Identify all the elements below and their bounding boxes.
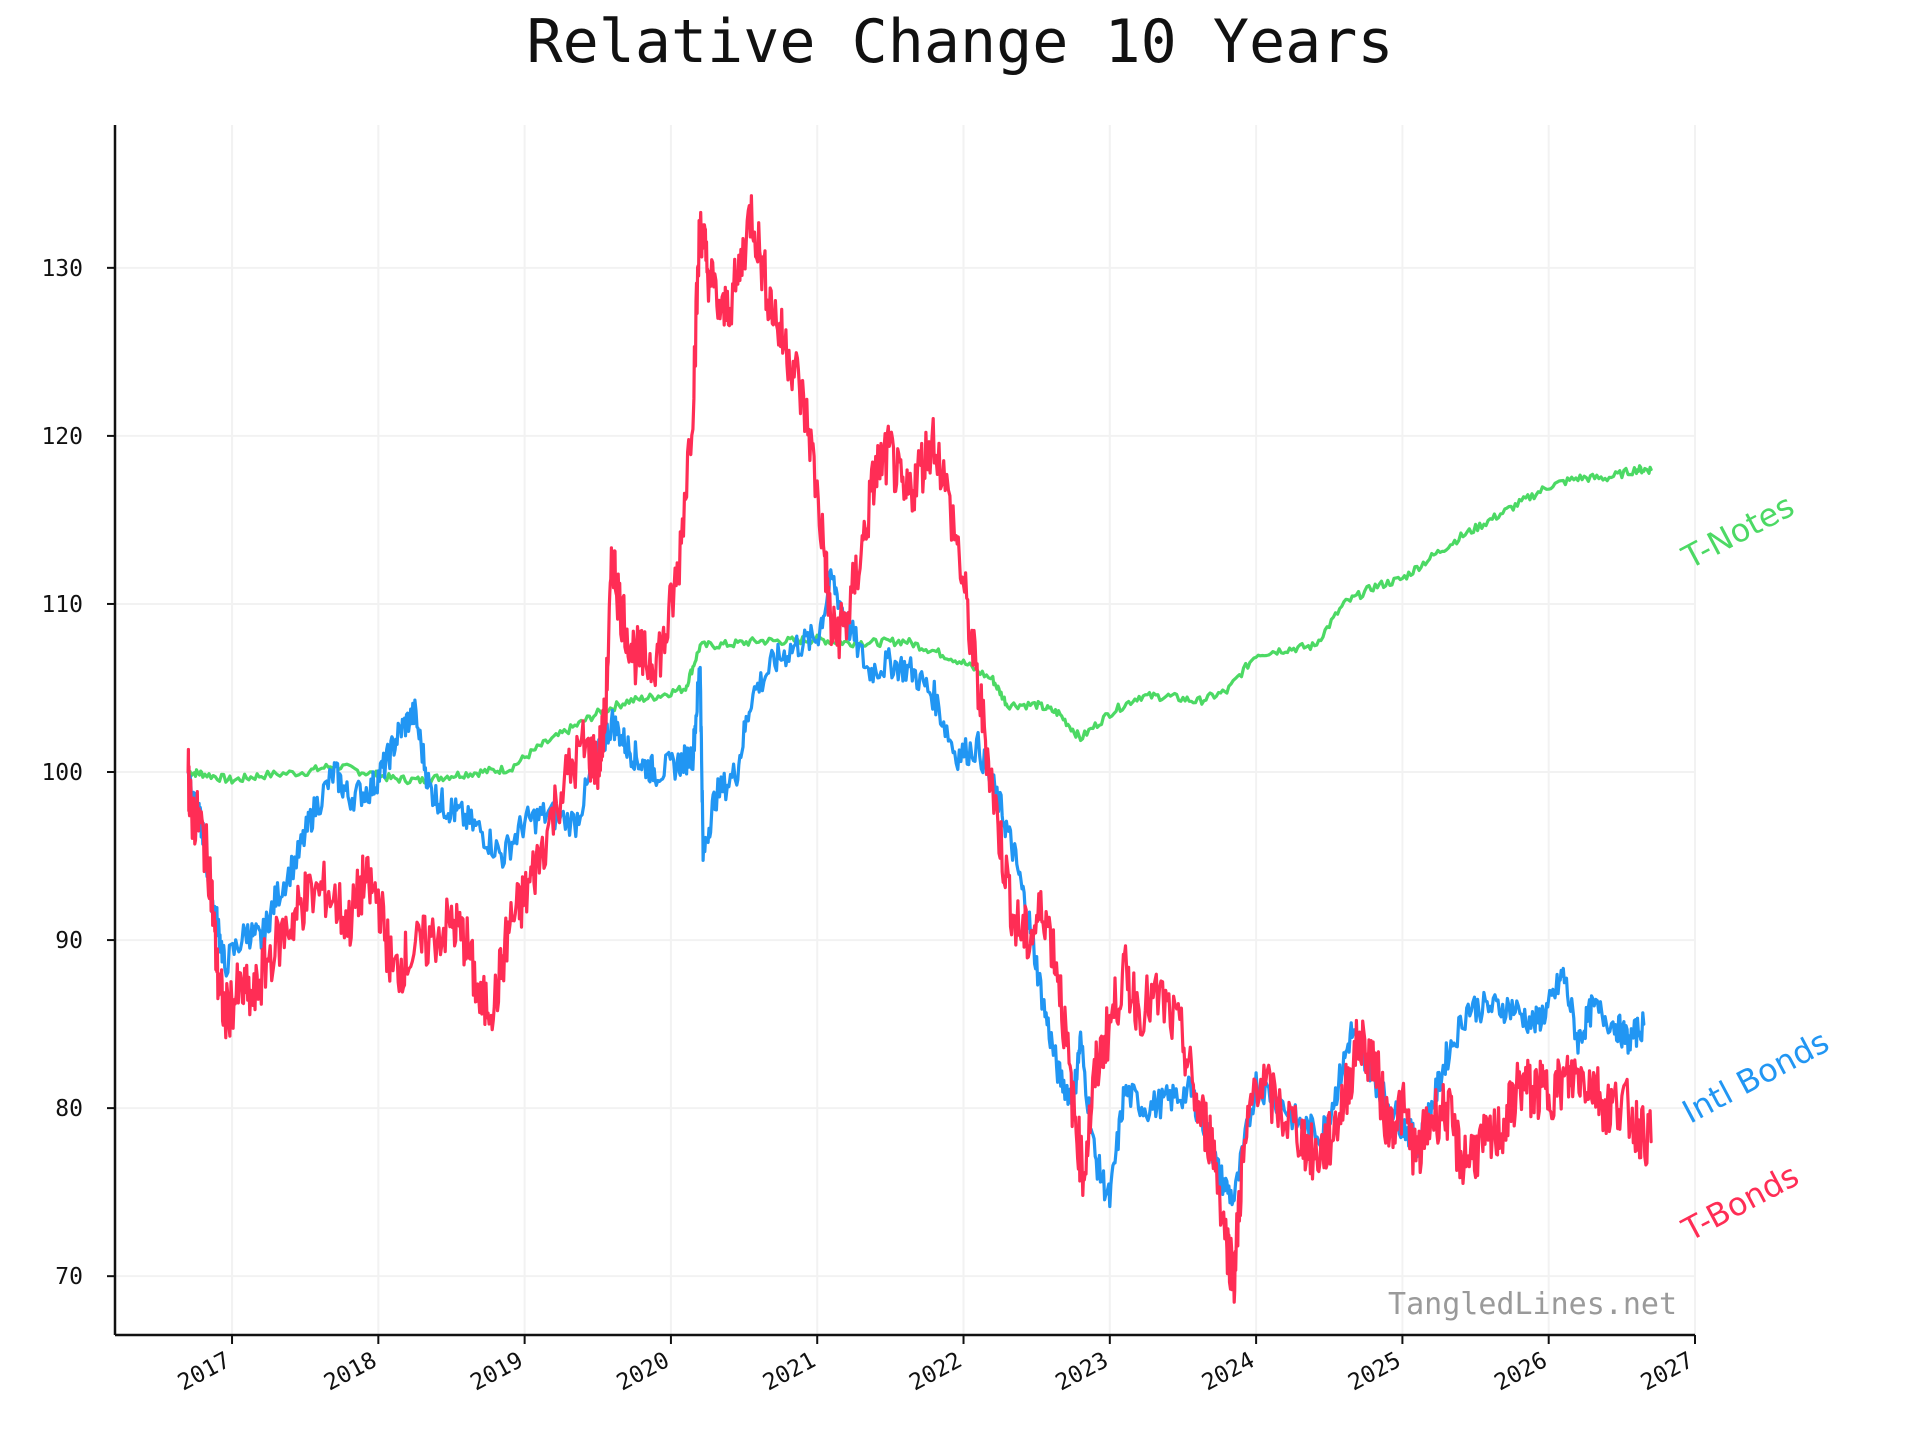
x-tick-label: 2022 <box>905 1347 966 1396</box>
x-tick-label: 2025 <box>1344 1347 1405 1396</box>
x-tick-label: 2027 <box>1637 1347 1698 1396</box>
series-lines <box>186 194 1653 1304</box>
series-line-t-bonds <box>186 194 1653 1304</box>
watermark: TangledLines.net <box>1388 1287 1677 1322</box>
y-tick-label: 120 <box>41 424 83 450</box>
y-tick-label: 130 <box>41 256 83 282</box>
x-tick-label: 2026 <box>1490 1347 1551 1396</box>
series-line-t-notes <box>186 464 1653 786</box>
y-tick-label: 90 <box>55 928 83 954</box>
x-tick-label: 2021 <box>759 1347 820 1396</box>
y-tick-label: 100 <box>41 760 83 786</box>
series-label-t-notes: T-Notes <box>1675 486 1800 577</box>
x-axis-ticks: 2017 2018 2019 2020 2021 2022 2023 2024 2025 2026… <box>174 1335 1698 1396</box>
grid <box>115 125 1696 1335</box>
x-tick-label: 2020 <box>613 1347 674 1396</box>
x-tick-label: 2019 <box>466 1347 527 1396</box>
y-tick-label: 110 <box>41 592 83 618</box>
series-line-intl-bonds <box>186 568 1646 1209</box>
x-tick-label: 2018 <box>320 1347 381 1396</box>
x-tick-label: 2023 <box>1052 1347 1113 1396</box>
chart-title: Relative Change 10 Years <box>527 7 1394 77</box>
y-tick-label: 80 <box>55 1096 83 1122</box>
y-tick-label: 70 <box>55 1264 83 1290</box>
series-label-intl-bonds: Intl Bonds <box>1676 1022 1835 1131</box>
y-axis-ticks: 70 80 90 100 110 120 130 <box>41 256 115 1290</box>
x-tick-label: 2024 <box>1198 1347 1259 1396</box>
x-tick-label: 2017 <box>174 1347 235 1396</box>
